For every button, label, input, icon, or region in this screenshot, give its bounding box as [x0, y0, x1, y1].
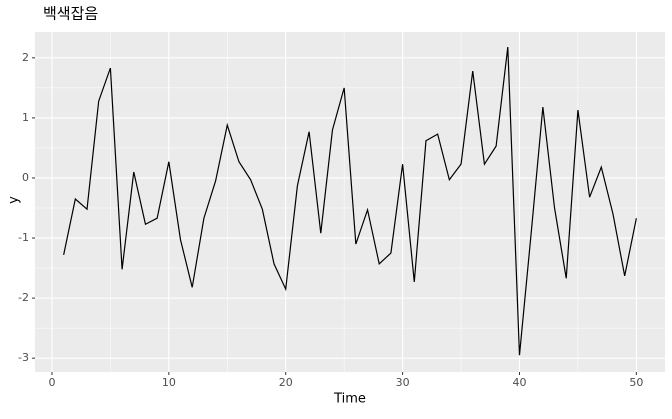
y-tick-label: 1 — [22, 111, 29, 124]
x-tick-label: 20 — [279, 376, 293, 389]
y-tick-label: -3 — [18, 351, 29, 364]
y-axis-label: y — [7, 196, 22, 204]
x-tick-label: 10 — [162, 376, 176, 389]
x-axis-label: Time — [333, 392, 366, 407]
y-tick-label: -1 — [18, 231, 29, 244]
x-tick-label: 0 — [48, 376, 55, 389]
data-line — [63, 46, 637, 356]
x-tick-label: 50 — [629, 376, 643, 389]
chart-title: 백색잡음 — [43, 5, 98, 23]
x-tick-label: 40 — [512, 376, 526, 389]
y-tick-label: 0 — [22, 171, 29, 184]
y-tick-label: 2 — [22, 51, 29, 64]
x-tick-label: 30 — [396, 376, 410, 389]
y-tick-label: -2 — [18, 291, 29, 304]
panel — [35, 32, 665, 372]
